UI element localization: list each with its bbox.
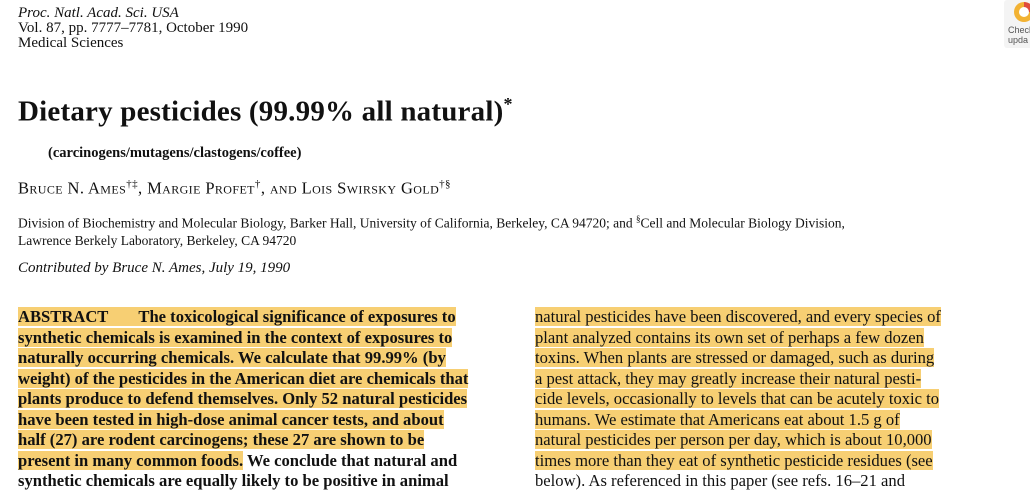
author-separator-and: , and <box>260 178 302 198</box>
abstract-line: half (27) are rodent carcinogens; these … <box>18 430 425 449</box>
affiliation-line1b: Cell and Molecular Biology Division, <box>640 215 845 231</box>
body-line: natural pesticides have been discovered,… <box>535 307 941 326</box>
abstract-left-column: ABSTRACT The toxicological significance o… <box>18 307 493 492</box>
body-line: toxins. When plants are stressed or dama… <box>535 348 935 367</box>
badge-line1: Check <box>1008 25 1030 35</box>
abstract-line: weight) of the pesticides in the America… <box>18 368 469 388</box>
affiliation: Division of Biochemistry and Molecular B… <box>18 211 845 249</box>
check-updates-icon: Check upda <box>1004 0 1030 48</box>
body-line: a pest attack, they may greatly increase… <box>535 368 922 388</box>
body-line: humans. We estimate that Americans eat a… <box>535 409 900 429</box>
paper-title: Dietary pesticides (99.99% all natural)* <box>18 94 513 129</box>
abstract-line: have been tested in high-dose animal can… <box>18 409 444 429</box>
abstract-line: synthetic chemicals are equally likely t… <box>18 471 449 490</box>
author-3-marks: †§ <box>439 178 451 190</box>
check-for-updates-badge[interactable]: Check upda <box>1004 0 1030 48</box>
abstract-heading: ABSTRACT <box>18 307 109 326</box>
title-footnote-mark: * <box>503 94 513 114</box>
author-1: Bruce N. Ames <box>18 178 127 198</box>
contributed-by: Contributed by Bruce N. Ames, July 19, 1… <box>18 260 291 276</box>
body-line: natural pesticides per person per day, w… <box>535 430 932 449</box>
affiliation-line1a: Division of Biochemistry and Molecular B… <box>18 215 637 231</box>
author-2: Margie Profet <box>147 178 255 198</box>
keywords: (carcinogens/mutagens/clastogens/coffee) <box>48 145 302 161</box>
abstract-line: The toxicological significance of exposu… <box>138 307 456 326</box>
abstract-right-column: natural pesticides have been discovered,… <box>535 307 1025 492</box>
abstract-line: plants produce to defend themselves. Onl… <box>18 389 468 408</box>
journal-section: Medical Sciences <box>18 35 124 51</box>
author-separator: , <box>138 178 148 198</box>
abstract-line-rest: We conclude that natural and <box>243 450 458 470</box>
badge-line2: upda <box>1008 35 1028 45</box>
journal-volume: Vol. 87, pp. 7777–7781, October 1990 <box>18 20 249 36</box>
body-line: below). As referenced in this paper (see… <box>535 471 905 490</box>
author-2-marks: † <box>254 178 261 190</box>
abstract-line: synthetic chemicals is examined in the c… <box>18 327 453 347</box>
title-text: Dietary pesticides (99.99% all natural) <box>18 95 504 128</box>
abstract-line-highlighted: present in many common foods. <box>18 450 244 470</box>
affiliation-line2: Lawrence Berkely Laboratory, Berkeley, C… <box>18 232 297 248</box>
affiliation-mark: § <box>636 214 641 224</box>
body-line: cide levels, occasionally to levels that… <box>535 389 940 408</box>
body-line: times more than they eat of synthetic pe… <box>535 450 933 470</box>
author-3: Lois Swirsky Gold <box>301 178 440 198</box>
body-line: plant analyzed contains its own set of p… <box>535 327 924 347</box>
author-1-marks: †‡ <box>126 178 138 190</box>
abstract-line: naturally occurring chemicals. We calcul… <box>18 348 446 367</box>
journal-name: Proc. Natl. Acad. Sci. USA <box>18 5 179 21</box>
journal-header: Proc. Natl. Acad. Sci. USA Vol. 87, pp. … <box>18 6 248 51</box>
author-list: Bruce N. Ames†‡, Margie Profet†, and Loi… <box>18 178 451 199</box>
